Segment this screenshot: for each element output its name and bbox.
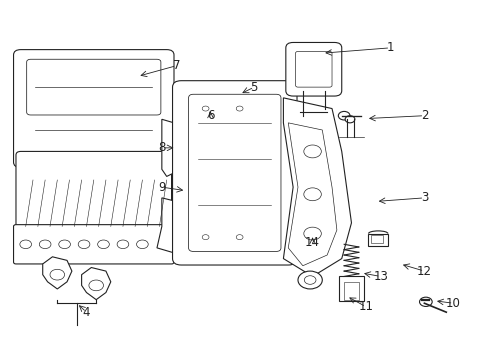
Bar <box>370 235 382 243</box>
Text: 8: 8 <box>158 141 165 154</box>
FancyBboxPatch shape <box>172 81 296 265</box>
Circle shape <box>303 188 321 201</box>
Text: 2: 2 <box>420 109 427 122</box>
Circle shape <box>50 269 64 280</box>
Text: 12: 12 <box>416 265 431 278</box>
Circle shape <box>202 235 208 240</box>
Circle shape <box>98 240 109 249</box>
Circle shape <box>136 240 148 249</box>
FancyBboxPatch shape <box>188 94 281 251</box>
Polygon shape <box>287 123 336 266</box>
Text: 7: 7 <box>172 59 180 72</box>
Circle shape <box>59 240 70 249</box>
Bar <box>339 276 363 301</box>
FancyBboxPatch shape <box>27 59 161 115</box>
FancyBboxPatch shape <box>16 152 171 237</box>
FancyBboxPatch shape <box>14 225 174 264</box>
Polygon shape <box>42 257 72 289</box>
Circle shape <box>419 297 431 306</box>
Text: 3: 3 <box>420 192 427 204</box>
Circle shape <box>303 145 321 158</box>
Text: 11: 11 <box>358 300 373 313</box>
Circle shape <box>39 240 51 249</box>
Text: 4: 4 <box>82 306 90 319</box>
FancyBboxPatch shape <box>285 42 341 96</box>
Circle shape <box>338 111 349 120</box>
Text: 1: 1 <box>386 41 393 54</box>
Polygon shape <box>157 198 201 255</box>
Text: 14: 14 <box>305 236 320 249</box>
Bar <box>344 282 358 300</box>
Text: 9: 9 <box>158 181 165 194</box>
Circle shape <box>236 106 243 111</box>
Bar <box>368 234 387 246</box>
FancyBboxPatch shape <box>14 50 174 167</box>
Polygon shape <box>81 267 111 300</box>
Text: 13: 13 <box>372 270 387 283</box>
Circle shape <box>202 106 208 111</box>
Circle shape <box>304 276 315 284</box>
Circle shape <box>303 227 321 240</box>
Circle shape <box>117 240 128 249</box>
FancyBboxPatch shape <box>295 51 331 87</box>
Polygon shape <box>283 98 351 276</box>
Circle shape <box>236 235 243 240</box>
Circle shape <box>89 280 103 291</box>
Text: 10: 10 <box>445 297 460 310</box>
Polygon shape <box>162 119 191 176</box>
Circle shape <box>20 240 31 249</box>
Circle shape <box>297 271 322 289</box>
Text: 6: 6 <box>206 109 214 122</box>
Circle shape <box>78 240 90 249</box>
Circle shape <box>345 116 354 123</box>
Text: 5: 5 <box>250 81 257 94</box>
